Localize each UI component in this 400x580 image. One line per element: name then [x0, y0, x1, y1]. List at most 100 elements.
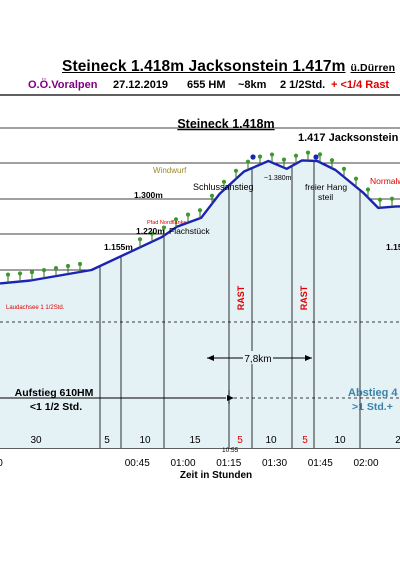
tree-crown	[77, 261, 83, 267]
tree-icon	[353, 176, 359, 187]
segment-duration: 10	[265, 435, 277, 446]
segment-duration: 15	[189, 435, 201, 446]
time-tick-label: 01:00	[170, 458, 195, 469]
tree-crown	[185, 212, 191, 217]
tree-crown	[257, 154, 263, 159]
segment-duration: 5	[237, 435, 243, 446]
tree-icon	[377, 197, 383, 208]
tree-icon	[29, 270, 35, 281]
time-tick-label: 00:45	[125, 458, 150, 469]
segment-duration: 2	[395, 435, 400, 446]
tree-icon	[317, 152, 323, 163]
ascent-arrow-head	[227, 395, 234, 401]
tree-icon	[209, 193, 215, 204]
tree-crown	[5, 272, 11, 277]
tree-icon	[65, 263, 71, 275]
tree-icon	[173, 217, 179, 228]
tree-crown	[341, 166, 347, 172]
place-label-normalweg: Normalweg	[370, 176, 400, 186]
tree-crown	[329, 158, 335, 163]
place-label-pfad-nordflanke: Pfad Nordflanke	[147, 220, 186, 226]
tree-icon	[257, 154, 263, 165]
descent-label-line-1: Abstieg 4	[348, 387, 398, 399]
ascent-label-line-2: <1 1/2 Std.	[30, 401, 82, 413]
date-label: 27.12.2019	[113, 79, 169, 91]
tree-icon	[293, 153, 299, 164]
segment-duration: 5	[104, 435, 110, 446]
tree-crown	[281, 157, 287, 162]
tree-crown	[353, 176, 359, 181]
rest-label: RAST	[236, 285, 246, 310]
place-label-freier-hang: freier Hang	[305, 182, 347, 192]
tree-crown	[293, 153, 299, 158]
tree-crown	[41, 268, 47, 273]
summit-label-jacksonstein: 1.417 Jacksonstein	[298, 132, 399, 144]
profile-line	[0, 159, 400, 285]
place-label-flachstueck: Flachstück	[169, 226, 210, 236]
summit-point-steineck	[250, 154, 256, 160]
ascent-label-line-1: Aufstieg 610HM	[15, 387, 94, 399]
chart-title: Steineck 1.418m Jacksonstein 1.417m ü.Dür…	[62, 58, 395, 76]
summit-point-jacksonstein	[313, 154, 319, 160]
distance-arrow-right	[305, 355, 312, 361]
tree-crown	[305, 150, 311, 155]
title-suffix: ü.Dürren	[350, 62, 396, 74]
tree-crown	[377, 197, 383, 202]
rest-note-label: + <1/4 Rast	[331, 79, 390, 91]
tree-icon	[53, 265, 59, 277]
distance-arrow-left	[207, 355, 214, 361]
elevation-label-115-cut: 1.15	[386, 242, 400, 252]
region-label: O.Ö.Voralpen	[28, 79, 98, 91]
elevation-gain-label: 655 HM	[187, 79, 226, 91]
segment-duration: 10	[334, 435, 346, 446]
place-label-steil: steil	[318, 192, 333, 202]
elevation-label-1220: 1.220m	[136, 226, 165, 236]
segment-dividers	[99, 160, 361, 448]
segment-duration: 5	[302, 435, 308, 446]
tree-icon	[41, 268, 47, 279]
tree-icon	[245, 159, 251, 170]
segment-duration-labels: 30 5 10 15 5 10 5 10 2	[30, 435, 400, 446]
time-marker-label: 10:55	[222, 447, 239, 454]
tree-crown	[17, 271, 23, 276]
tree-icon	[197, 208, 203, 219]
time-tick-label: 01:15	[216, 458, 241, 469]
tree-icon	[281, 157, 287, 168]
tree-crown	[317, 152, 323, 157]
tree-icon	[269, 152, 275, 163]
rest-label: RAST	[299, 285, 309, 310]
tree-icon	[149, 231, 155, 242]
tree-crown	[245, 159, 251, 164]
tree-icon	[17, 271, 23, 282]
tree-crown	[233, 168, 239, 173]
tree-crown	[221, 179, 227, 184]
tree-icon	[305, 150, 311, 161]
tree-icon	[329, 158, 335, 169]
tree-crown	[161, 225, 167, 230]
tree-icon	[389, 196, 395, 207]
tree-markers	[5, 150, 395, 283]
elevation-label-1380: ~1.380m	[264, 175, 292, 182]
tree-crown	[269, 152, 275, 157]
descent-label-line-2: >1 Std.+	[352, 401, 393, 413]
place-label-laudachsee: Laudachsee 1 1/2Std.	[6, 305, 65, 311]
tree-crown	[149, 231, 155, 236]
time-tick-label: 02:00	[353, 458, 378, 469]
tree-crown	[53, 265, 59, 271]
tree-icon	[365, 187, 371, 198]
distance-value: 7,8km	[244, 354, 271, 365]
tree-icon	[5, 272, 11, 283]
tree-icon	[161, 225, 167, 236]
tree-crown	[29, 270, 35, 275]
place-label-schlussanstieg: Schlussanstieg	[193, 182, 254, 192]
tree-icon	[77, 261, 83, 272]
tree-crown	[137, 237, 143, 242]
tree-icon	[341, 166, 347, 177]
tree-crown	[389, 196, 395, 201]
title-main: Steineck 1.418m Jacksonstein 1.417m	[62, 58, 346, 75]
elevation-label-1300: 1.300m	[134, 190, 163, 200]
time-tick-label: 01:45	[308, 458, 333, 469]
elevation-label-1155: 1.155m	[104, 242, 133, 252]
